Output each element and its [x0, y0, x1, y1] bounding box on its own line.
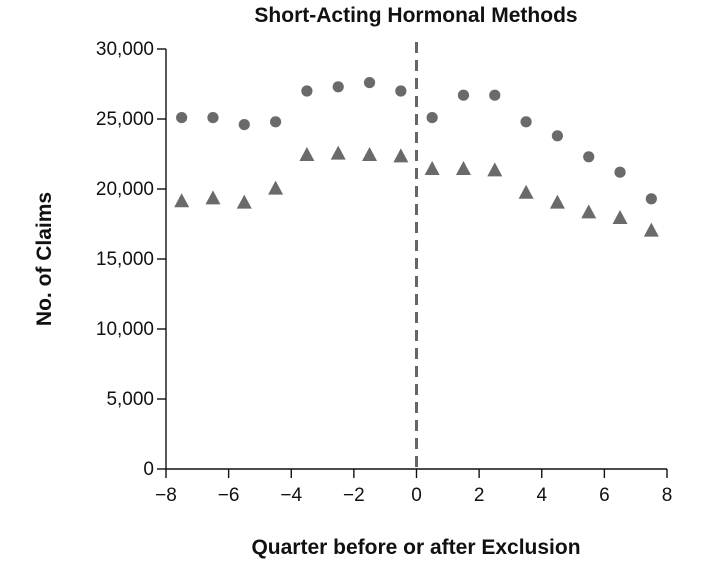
- circle-marker: [301, 85, 313, 97]
- circle-marker: [645, 193, 657, 205]
- x-tick-label: −6: [218, 485, 240, 506]
- y-axis-label: No. of Claims: [33, 192, 56, 326]
- triangle-marker: [330, 145, 346, 160]
- x-tick-label: 8: [662, 485, 673, 506]
- x-axis-label: Quarter before or after Exclusion: [251, 536, 580, 559]
- triangle-marker: [424, 161, 440, 175]
- circle-marker: [176, 112, 188, 124]
- triangle-marker: [299, 147, 315, 161]
- x-tick-label: −4: [280, 485, 302, 506]
- circle-marker: [269, 116, 282, 128]
- y-tick-label: 15,000: [96, 249, 154, 270]
- triangle-marker: [487, 162, 503, 177]
- y-tick-label: 25,000: [96, 109, 154, 130]
- x-tick-label: −8: [155, 485, 177, 506]
- x-tick-label: 4: [536, 485, 547, 506]
- y-tick-label: 20,000: [96, 179, 154, 200]
- circle-marker: [583, 151, 595, 163]
- triangle-marker: [268, 180, 284, 195]
- y-tick-label: 0: [143, 459, 154, 480]
- axes: 0 5,000 10,000 15,000 20,000 25,000 30,000 −8 −6…: [96, 39, 672, 506]
- circle-marker: [457, 89, 470, 101]
- chart-title: Short-Acting Hormonal Methods: [254, 4, 577, 27]
- data-points: [174, 77, 659, 237]
- y-tick-label: 30,000: [96, 39, 154, 60]
- triangle-marker: [205, 190, 221, 205]
- triangle-marker: [362, 147, 378, 161]
- circle-marker: [363, 77, 376, 89]
- triangle-marker: [581, 204, 597, 219]
- triangle-marker: [518, 184, 534, 199]
- triangle-marker: [643, 222, 659, 237]
- triangle-marker: [455, 161, 471, 175]
- circle-marker: [551, 130, 564, 142]
- x-tick-label: 2: [474, 485, 485, 506]
- circle-marker: [614, 166, 626, 178]
- circle-marker: [395, 85, 407, 97]
- triangle-marker: [612, 210, 628, 224]
- triangle-marker: [236, 194, 252, 209]
- x-tick-label: −2: [343, 485, 365, 506]
- circle-marker: [489, 89, 501, 101]
- triangle-marker: [549, 194, 565, 209]
- circle-marker: [520, 116, 532, 128]
- y-tick-label: 5,000: [106, 389, 154, 410]
- circle-marker: [426, 112, 438, 124]
- circle-marker: [207, 112, 219, 124]
- x-tick-label: 6: [599, 485, 610, 506]
- triangle-marker: [393, 148, 409, 163]
- triangle-marker: [174, 193, 190, 208]
- y-tick-label: 10,000: [96, 319, 154, 340]
- x-tick-label: 0: [411, 485, 422, 506]
- circle-marker: [332, 81, 344, 93]
- circle-marker: [238, 119, 250, 131]
